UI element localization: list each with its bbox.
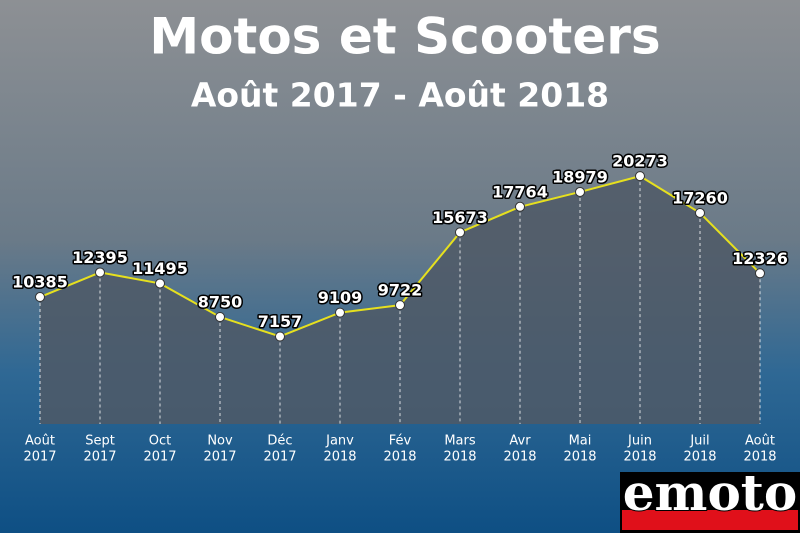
marker	[35, 292, 45, 303]
x-tick-label: 2018	[323, 450, 356, 465]
marker	[395, 300, 405, 311]
marker	[275, 331, 285, 342]
x-tick-label: 2018	[383, 450, 416, 465]
x-tick-label: 2017	[83, 450, 116, 465]
value-label: 20273	[612, 152, 668, 171]
plot: Août2017Sept2017Oct2017Nov2017Déc2017Jan…	[11, 150, 790, 465]
x-tick-label: 2017	[143, 450, 176, 465]
x-tick-label: Avr	[509, 434, 531, 449]
x-tick-label: Janv	[325, 434, 354, 449]
value-label: 18979	[552, 167, 608, 186]
value-label: 17260	[672, 188, 728, 207]
x-tick-label: 2018	[503, 450, 536, 465]
value-label: 15673	[432, 208, 488, 227]
x-tick-label: Août	[25, 434, 55, 449]
value-label: 10385	[12, 273, 68, 292]
x-tick-label: 2017	[23, 450, 56, 465]
value-label: 11495	[132, 259, 188, 278]
x-tick-label: 2018	[683, 450, 716, 465]
logo-band	[622, 510, 798, 530]
x-tick-label: 2018	[623, 450, 656, 465]
x-tick-label: Mars	[444, 434, 476, 449]
marker	[755, 268, 765, 279]
value-label: 17764	[492, 182, 548, 201]
x-tick-label: Sept	[85, 434, 115, 449]
marker	[515, 201, 525, 212]
marker	[635, 171, 645, 182]
logo: emoto	[620, 462, 800, 533]
x-tick-label: 2018	[443, 450, 476, 465]
x-tick-label: Mai	[569, 434, 592, 449]
x-tick-label: 2017	[203, 450, 236, 465]
marker	[455, 227, 465, 238]
marker	[335, 307, 345, 318]
logo-text: emoto	[623, 463, 798, 522]
value-label: 12395	[72, 248, 128, 267]
marker	[155, 278, 165, 289]
x-tick-label: Août	[745, 434, 775, 449]
marker	[215, 312, 225, 323]
x-tick-label: Juil	[689, 434, 709, 449]
value-label: 9109	[318, 288, 363, 307]
x-tick-label: Fév	[389, 434, 412, 449]
marker	[95, 267, 105, 278]
value-label: 8750	[198, 293, 243, 312]
value-label: 12326	[732, 249, 788, 268]
value-label: 9722	[378, 281, 423, 300]
x-tick-label: Oct	[149, 434, 171, 449]
x-tick-label: Nov	[207, 434, 233, 449]
chart-subtitle: Août 2017 - Août 2018	[191, 76, 609, 115]
x-tick-label: Déc	[267, 434, 292, 449]
x-tick-label: Juin	[627, 434, 652, 449]
x-tick-label: 2018	[563, 450, 596, 465]
x-tick-label: 2017	[263, 450, 296, 465]
marker	[575, 186, 585, 197]
value-label: 7157	[258, 312, 303, 331]
marker	[695, 207, 705, 218]
x-tick-label: 2018	[743, 450, 776, 465]
chart-title: Motos et Scooters	[149, 8, 660, 66]
